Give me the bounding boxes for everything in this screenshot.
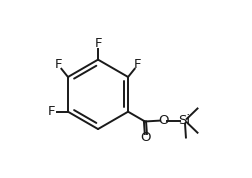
Text: Si: Si (177, 114, 190, 127)
Text: O: O (140, 131, 150, 144)
Text: O: O (158, 114, 168, 127)
Text: F: F (134, 58, 141, 71)
Text: F: F (54, 58, 62, 71)
Text: F: F (48, 105, 55, 118)
Text: F: F (94, 37, 101, 50)
